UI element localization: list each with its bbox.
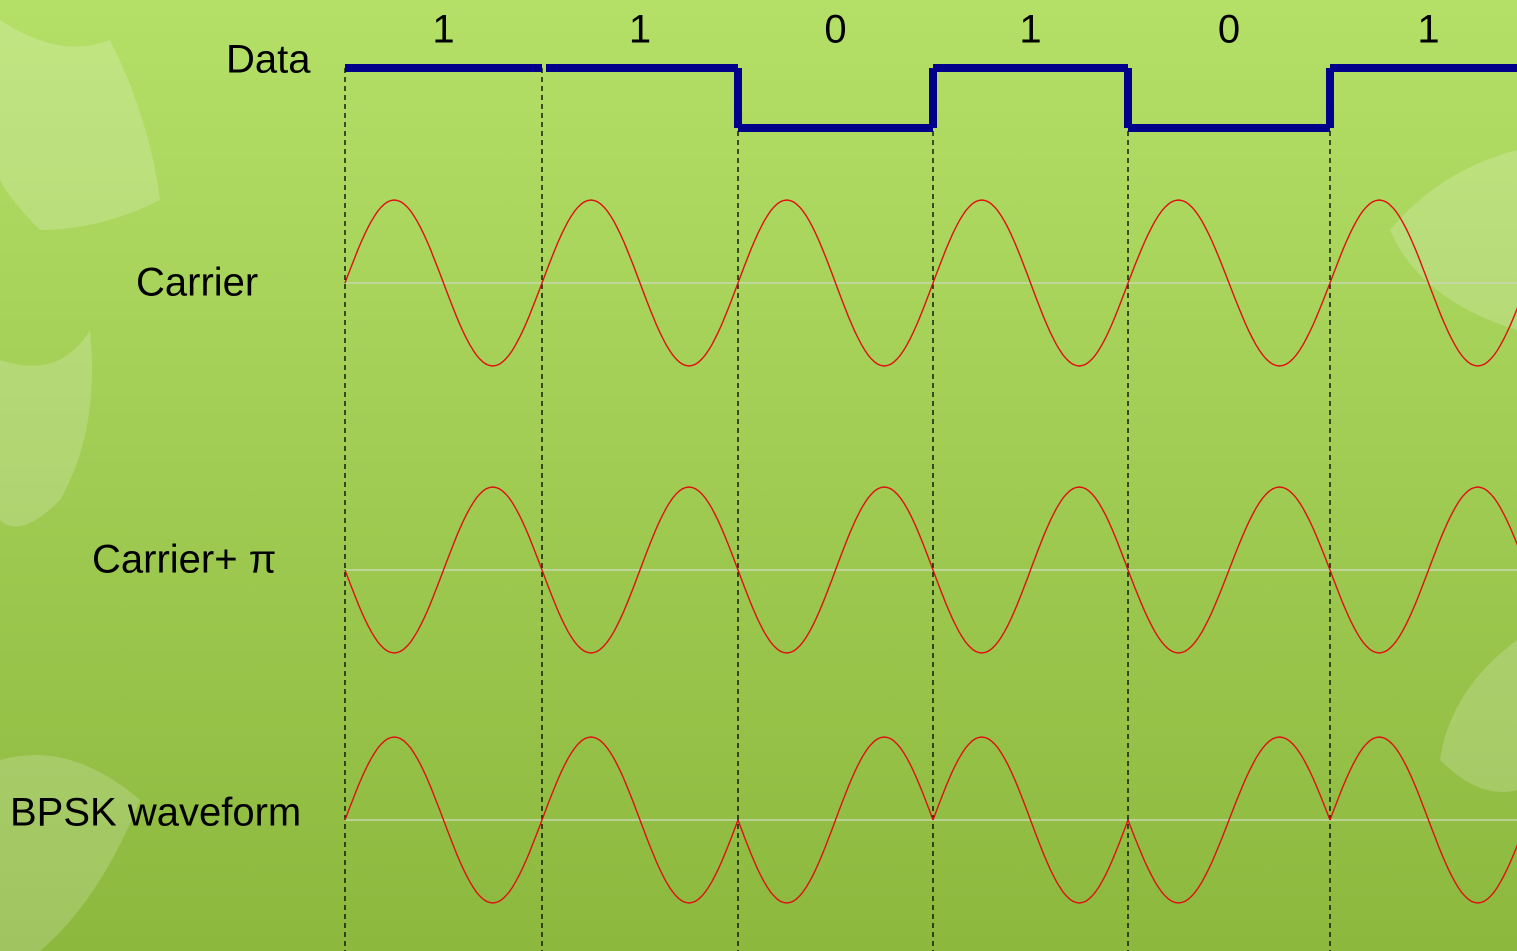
bit-label: 1 <box>1019 8 1041 52</box>
bit-label: 1 <box>432 8 454 52</box>
bit-label: 1 <box>629 8 651 52</box>
bit-label: 0 <box>1218 8 1240 52</box>
page: Data Carrier Carrier+ π BPSK waveform 1 1… <box>0 0 1517 951</box>
carrier-label: Carrier <box>136 261 258 305</box>
diagram: Data Carrier Carrier+ π BPSK waveform 1 1… <box>0 0 1517 951</box>
bpsk-label: BPSK waveform <box>10 791 301 835</box>
bit-label: 1 <box>1417 8 1439 52</box>
bit-label: 0 <box>824 8 846 52</box>
data-label: Data <box>226 38 311 82</box>
carrier-pi-label: Carrier+ π <box>92 538 276 582</box>
